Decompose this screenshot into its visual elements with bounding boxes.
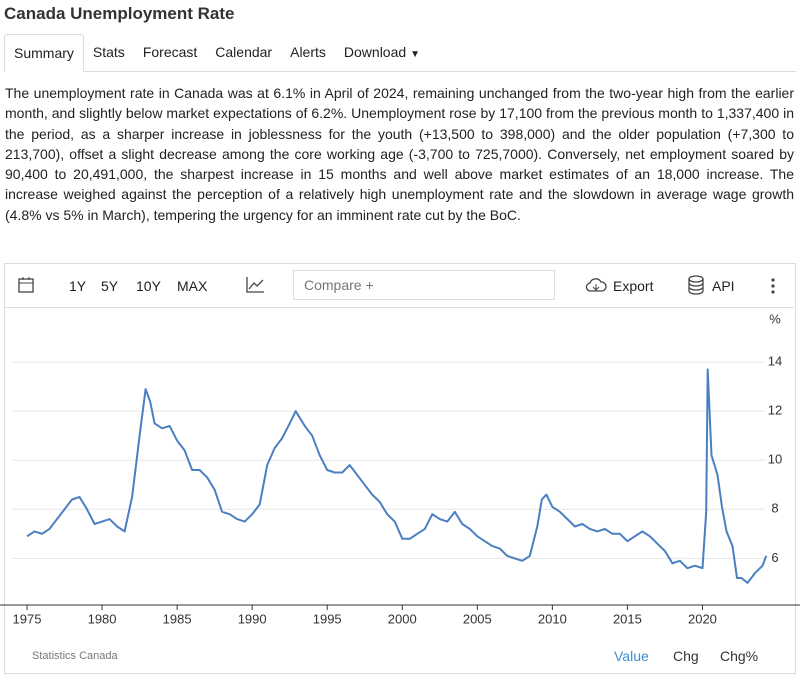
footer-source: Statistics Canada — [32, 650, 118, 662]
toolbar: 1Y 5Y 10Y MAX Export API — [5, 264, 794, 308]
summary-text: The unemployment rate in Canada was at 6… — [5, 85, 794, 223]
tab-bar: Summary Stats Forecast Calendar Alerts D… — [4, 34, 796, 72]
export-icon[interactable] — [585, 276, 607, 294]
y-tick-label: 12 — [768, 403, 782, 418]
y-tick-label: 6 — [771, 550, 778, 565]
tab[interactable]: Alerts — [290, 44, 326, 60]
export-button[interactable]: Export — [613, 278, 654, 294]
tab[interactable]: Download ▼ — [335, 34, 429, 71]
y-tick-label: 8 — [771, 501, 778, 516]
range-button[interactable]: 10Y — [136, 278, 161, 294]
x-tick-label: 2000 — [388, 611, 417, 626]
tab-label: Download — [343, 44, 407, 60]
range-button[interactable]: MAX — [177, 278, 208, 294]
x-tick-label: 1990 — [238, 611, 267, 626]
unit-label: % — [769, 311, 781, 326]
tab[interactable]: Summary — [4, 34, 84, 72]
range-button[interactable]: 5Y — [101, 278, 119, 294]
view-button[interactable]: Chg% — [720, 648, 759, 664]
x-tick-label: 1975 — [13, 611, 42, 626]
x-tick-label: 2010 — [538, 611, 567, 626]
tab[interactable]: Stats — [92, 44, 125, 60]
tab[interactable]: Forecast — [142, 44, 198, 60]
page-title: Canada Unemployment Rate — [4, 4, 235, 23]
api-button[interactable]: API — [712, 278, 735, 294]
chart-type-icon[interactable] — [245, 276, 265, 294]
view-button[interactable]: Value — [614, 648, 649, 664]
x-tick-label: 2005 — [463, 611, 492, 626]
x-tick-label: 1995 — [313, 611, 342, 626]
menu-icon[interactable] — [769, 277, 777, 295]
api-icon[interactable] — [687, 275, 705, 295]
x-tick-label: 1980 — [88, 611, 117, 626]
range-button[interactable]: 1Y — [69, 278, 87, 294]
x-tick-label: 2015 — [613, 611, 642, 626]
tab[interactable]: Calendar — [215, 44, 273, 60]
calendar-icon[interactable] — [17, 276, 35, 294]
view-button[interactable]: Chg — [673, 648, 699, 664]
compare-input[interactable]: Compare + — [293, 270, 555, 300]
x-tick-label: 2020 — [688, 611, 717, 626]
data-line — [26, 368, 768, 584]
x-tick-label: 1985 — [163, 611, 192, 626]
chart: % 6 8 10 12 14 1975 1980 1985 1990 1995 2000 2005 20… — [0, 311, 800, 626]
caret: ▼ — [410, 49, 420, 60]
y-tick-label: 10 — [768, 452, 782, 467]
y-tick-label: 14 — [768, 354, 782, 369]
